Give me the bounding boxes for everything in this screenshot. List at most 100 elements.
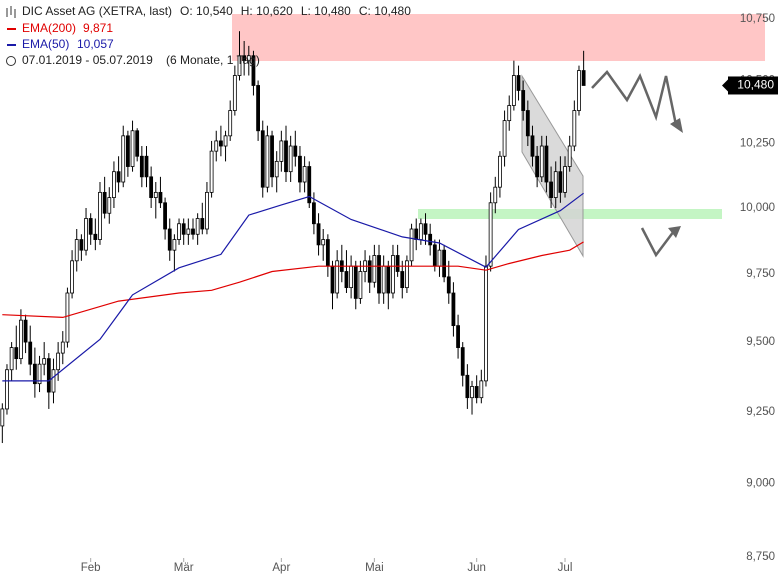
candle-body	[432, 244, 437, 267]
trend-channel	[521, 74, 584, 258]
candle-body	[200, 218, 205, 230]
candle-body	[195, 218, 200, 235]
candle-body	[284, 140, 288, 173]
candle-body	[56, 352, 61, 371]
ohlc-value: O: 10,540	[180, 4, 233, 18]
candle-body	[246, 55, 251, 62]
header: DIC Asset AG (XETRA, last) EMA(200) 9,87…	[6, 4, 260, 67]
candle-body	[121, 135, 126, 183]
candle-body	[177, 223, 181, 240]
candle-body	[135, 130, 140, 157]
candle-body	[102, 191, 107, 214]
legend-swatch	[7, 28, 16, 30]
last-price-box	[728, 76, 778, 95]
candle-body	[544, 145, 549, 183]
candle-body	[498, 155, 502, 188]
y-tick-label: 9,000	[746, 477, 775, 489]
candle-body	[139, 155, 144, 178]
candle-body	[228, 110, 233, 137]
candle-body	[507, 105, 512, 122]
legend-value: 9,871	[83, 21, 113, 35]
legend-name: EMA(200)	[22, 21, 76, 35]
candle-body	[112, 171, 116, 198]
marks	[0, 31, 586, 444]
candle-body	[488, 202, 493, 267]
candle-body	[23, 319, 28, 343]
y-tick-label: 9,500	[746, 336, 775, 348]
candle-body	[79, 239, 84, 251]
candle-body	[395, 255, 400, 272]
candle-body	[442, 249, 447, 278]
candle-body	[116, 171, 121, 183]
arrow-head	[668, 226, 681, 238]
candle-body	[186, 228, 191, 235]
candle-body	[400, 271, 405, 289]
candle-body	[298, 155, 302, 183]
candle-body	[553, 171, 558, 198]
candle-body	[172, 239, 177, 251]
candle-body	[484, 265, 488, 382]
y-tick-label: 10,000	[740, 202, 775, 214]
ohlc-value: H: 10,620	[241, 4, 293, 18]
candle-body	[181, 223, 186, 235]
x-tick-label: Mai	[365, 562, 384, 574]
candle-body	[307, 166, 312, 204]
candle-body	[502, 120, 507, 157]
candle-body	[9, 347, 14, 371]
candle-body	[423, 223, 428, 235]
forecast-arrow	[640, 227, 675, 258]
candle-body	[28, 341, 33, 365]
candle-body	[191, 228, 195, 235]
candle-body	[130, 130, 135, 167]
legend-value: 10,057	[77, 37, 114, 51]
candle-body	[470, 386, 474, 399]
candle-body	[451, 292, 456, 327]
candle-body	[563, 166, 567, 193]
last-price-label: 10,480	[737, 78, 774, 92]
candle-body	[493, 186, 498, 204]
candle-body	[98, 191, 102, 240]
candle-body	[42, 358, 47, 365]
candle-body	[516, 75, 521, 91]
candle-body	[93, 233, 98, 240]
last-price-pointer	[722, 79, 728, 92]
candle-body	[511, 75, 516, 106]
candle-body	[84, 218, 88, 251]
ema-line	[2, 192, 584, 382]
candle-body	[74, 239, 79, 262]
candle-body	[581, 70, 586, 86]
x-tick-label: Apr	[272, 562, 290, 574]
candle-body	[51, 369, 56, 393]
candle-body	[558, 171, 563, 193]
candle-body	[288, 145, 293, 173]
candle-body	[525, 110, 530, 137]
candle-body	[223, 135, 228, 147]
candle-body	[158, 191, 163, 204]
candle-body	[549, 181, 553, 198]
candle-body	[205, 191, 209, 230]
candle-body	[535, 155, 540, 178]
candle-body	[409, 228, 414, 262]
candle-body	[274, 160, 279, 178]
candle-body	[218, 140, 223, 147]
candle-body	[321, 239, 326, 246]
candle-body	[32, 363, 37, 385]
candle-body	[344, 271, 349, 289]
ohlc-value: L: 10,480	[301, 4, 351, 18]
forecast-arrow	[591, 70, 678, 126]
candle-icon	[6, 6, 16, 18]
candle-body	[349, 265, 354, 289]
candle-body	[60, 341, 65, 354]
ohlc-value: C: 10,480	[359, 4, 411, 18]
candle-body	[149, 176, 154, 198]
candle-body	[567, 145, 572, 167]
candle-body	[0, 408, 5, 427]
title: DIC Asset AG (XETRA, last)	[22, 4, 172, 18]
y-tick-label: 9,750	[746, 268, 775, 280]
candle-body	[325, 239, 330, 267]
x-tick-label: Jul	[558, 562, 573, 574]
candle-body	[70, 260, 74, 294]
candle-body	[37, 363, 42, 385]
candle-body	[5, 369, 9, 410]
candle-body	[577, 70, 581, 111]
